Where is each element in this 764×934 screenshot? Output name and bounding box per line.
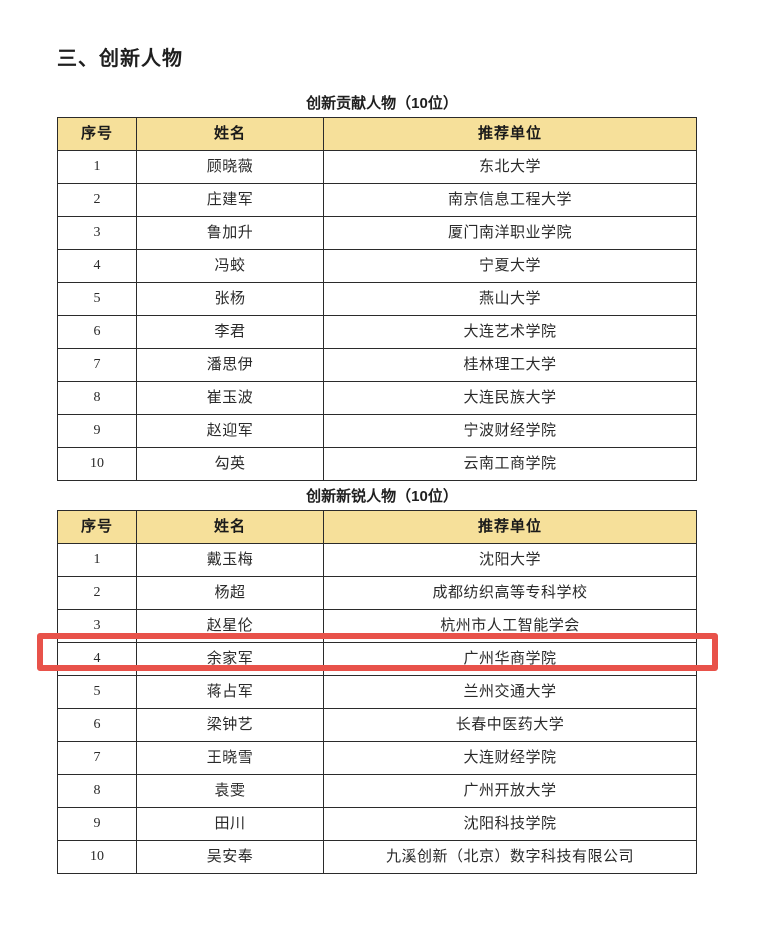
table-row: 6 李君 大连艺术学院 <box>57 315 697 349</box>
cell-name: 庄建军 <box>136 183 324 217</box>
column-header-org: 推荐单位 <box>323 510 697 544</box>
cell-index: 3 <box>57 216 137 250</box>
table-row: 6 梁钟艺 长春中医药大学 <box>57 708 697 742</box>
table-row: 2 杨超 成都纺织高等专科学校 <box>57 576 697 610</box>
table-caption-innovation-rising-star: 创新新锐人物（10位） <box>306 488 458 505</box>
cell-index: 6 <box>57 315 137 349</box>
table-innovation-contribution: 序号 姓名 推荐单位 1 顾晓薇 东北大学 2 庄建军 南京信息工程大学 3 鲁… <box>57 117 697 481</box>
cell-org: 沈阳大学 <box>323 543 697 577</box>
cell-name: 赵迎军 <box>136 414 324 448</box>
cell-org: 广州开放大学 <box>323 774 697 808</box>
cell-name: 鲁加升 <box>136 216 324 250</box>
cell-org: 沈阳科技学院 <box>323 807 697 841</box>
cell-name: 潘思伊 <box>136 348 324 382</box>
table-row: 5 蒋占军 兰州交通大学 <box>57 675 697 709</box>
table-row: 1 顾晓薇 东北大学 <box>57 150 697 184</box>
cell-org: 东北大学 <box>323 150 697 184</box>
cell-name: 王晓雪 <box>136 741 324 775</box>
cell-name: 蒋占军 <box>136 675 324 709</box>
table-header-row: 序号 姓名 推荐单位 <box>57 510 697 544</box>
cell-name: 戴玉梅 <box>136 543 324 577</box>
cell-org: 宁波财经学院 <box>323 414 697 448</box>
table-caption-innovation-contribution: 创新贡献人物（10位） <box>306 95 458 112</box>
cell-org: 广州华商学院 <box>323 642 697 676</box>
table-row: 8 袁雯 广州开放大学 <box>57 774 697 808</box>
table-row: 2 庄建军 南京信息工程大学 <box>57 183 697 217</box>
cell-name: 李君 <box>136 315 324 349</box>
table-row: 4 冯蛟 宁夏大学 <box>57 249 697 283</box>
table-row: 3 鲁加升 厦门南洋职业学院 <box>57 216 697 250</box>
cell-name: 勾英 <box>136 447 324 481</box>
table-row: 10 吴安奉 九溪创新（北京）数字科技有限公司 <box>57 840 697 874</box>
table-row: 8 崔玉波 大连民族大学 <box>57 381 697 415</box>
cell-index: 4 <box>57 642 137 676</box>
cell-index: 10 <box>57 840 137 874</box>
cell-org: 大连财经学院 <box>323 741 697 775</box>
table-header-row: 序号 姓名 推荐单位 <box>57 117 697 151</box>
column-header-name: 姓名 <box>136 117 324 151</box>
table-row: 3 赵星伦 杭州市人工智能学会 <box>57 609 697 643</box>
cell-index: 8 <box>57 774 137 808</box>
cell-name: 赵星伦 <box>136 609 324 643</box>
cell-org: 兰州交通大学 <box>323 675 697 709</box>
cell-name: 杨超 <box>136 576 324 610</box>
cell-index: 9 <box>57 807 137 841</box>
cell-index: 3 <box>57 609 137 643</box>
table-row: 9 田川 沈阳科技学院 <box>57 807 697 841</box>
cell-index: 9 <box>57 414 137 448</box>
table-row: 1 戴玉梅 沈阳大学 <box>57 543 697 577</box>
column-header-index: 序号 <box>57 117 137 151</box>
cell-org: 云南工商学院 <box>323 447 697 481</box>
table-row-highlighted: 4 余家军 广州华商学院 <box>57 642 697 676</box>
cell-index: 2 <box>57 183 137 217</box>
cell-org: 杭州市人工智能学会 <box>323 609 697 643</box>
section-heading: 三、创新人物 <box>57 48 183 70</box>
table-row: 9 赵迎军 宁波财经学院 <box>57 414 697 448</box>
table-innovation-rising-star: 序号 姓名 推荐单位 1 戴玉梅 沈阳大学 2 杨超 成都纺织高等专科学校 3 … <box>57 510 697 874</box>
cell-name: 崔玉波 <box>136 381 324 415</box>
cell-index: 2 <box>57 576 137 610</box>
cell-name: 梁钟艺 <box>136 708 324 742</box>
cell-index: 8 <box>57 381 137 415</box>
cell-index: 1 <box>57 543 137 577</box>
cell-org: 长春中医药大学 <box>323 708 697 742</box>
table-row: 5 张杨 燕山大学 <box>57 282 697 316</box>
cell-index: 10 <box>57 447 137 481</box>
table-row: 7 潘思伊 桂林理工大学 <box>57 348 697 382</box>
cell-org: 桂林理工大学 <box>323 348 697 382</box>
table-row: 10 勾英 云南工商学院 <box>57 447 697 481</box>
cell-name: 冯蛟 <box>136 249 324 283</box>
cell-org: 成都纺织高等专科学校 <box>323 576 697 610</box>
column-header-org: 推荐单位 <box>323 117 697 151</box>
table-row: 7 王晓雪 大连财经学院 <box>57 741 697 775</box>
cell-org: 燕山大学 <box>323 282 697 316</box>
cell-name: 张杨 <box>136 282 324 316</box>
cell-index: 1 <box>57 150 137 184</box>
cell-org: 大连艺术学院 <box>323 315 697 349</box>
column-header-index: 序号 <box>57 510 137 544</box>
cell-org: 厦门南洋职业学院 <box>323 216 697 250</box>
cell-org: 九溪创新（北京）数字科技有限公司 <box>323 840 697 874</box>
cell-name: 吴安奉 <box>136 840 324 874</box>
cell-name: 顾晓薇 <box>136 150 324 184</box>
column-header-name: 姓名 <box>136 510 324 544</box>
cell-name: 田川 <box>136 807 324 841</box>
cell-index: 5 <box>57 282 137 316</box>
cell-org: 大连民族大学 <box>323 381 697 415</box>
cell-index: 4 <box>57 249 137 283</box>
cell-org: 宁夏大学 <box>323 249 697 283</box>
cell-index: 6 <box>57 708 137 742</box>
cell-name: 袁雯 <box>136 774 324 808</box>
cell-index: 5 <box>57 675 137 709</box>
cell-index: 7 <box>57 741 137 775</box>
cell-org: 南京信息工程大学 <box>323 183 697 217</box>
cell-name: 余家军 <box>136 642 324 676</box>
cell-index: 7 <box>57 348 137 382</box>
